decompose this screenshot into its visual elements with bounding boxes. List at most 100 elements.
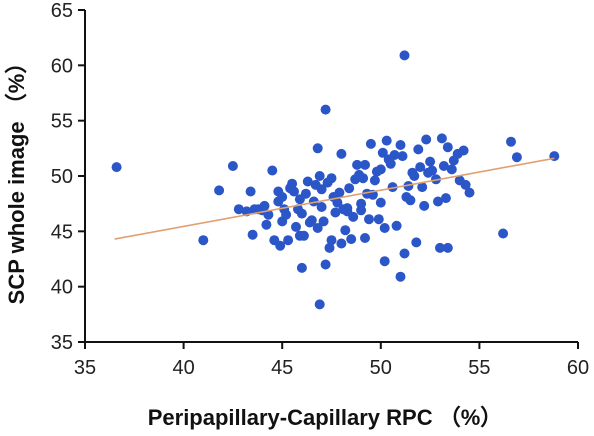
data-point	[446, 164, 457, 175]
y-tick-label: 40	[51, 277, 73, 299]
data-point	[314, 171, 325, 181]
data-point	[373, 214, 384, 225]
data-point	[358, 173, 369, 184]
data-point	[413, 144, 424, 155]
data-point	[436, 133, 447, 144]
data-point	[336, 148, 347, 159]
data-point	[369, 175, 380, 186]
y-tick-label: 50	[51, 166, 73, 188]
y-tick-label: 45	[51, 221, 73, 243]
data-point	[423, 167, 434, 178]
data-point	[379, 256, 390, 267]
data-point	[227, 161, 238, 171]
data-point	[411, 237, 422, 248]
data-point	[395, 271, 406, 282]
data-point	[460, 179, 471, 190]
data-point	[421, 134, 432, 145]
regression-line	[114, 157, 555, 240]
data-point	[381, 135, 392, 146]
data-point	[308, 196, 319, 207]
data-point	[214, 185, 225, 196]
data-point	[419, 200, 430, 211]
data-point	[346, 234, 357, 245]
data-point	[364, 214, 374, 225]
data-point	[389, 150, 400, 160]
data-point	[283, 235, 294, 246]
data-point	[399, 248, 410, 259]
data-point	[340, 225, 351, 236]
data-point	[233, 204, 244, 215]
data-point	[304, 217, 315, 228]
data-point	[275, 240, 286, 251]
data-point	[442, 142, 453, 153]
data-point	[440, 193, 451, 204]
data-point	[391, 220, 402, 231]
data-point	[377, 147, 388, 158]
data-point	[247, 229, 258, 240]
data-point	[296, 262, 307, 273]
data-point	[375, 164, 386, 175]
data-point	[320, 259, 331, 270]
data-point	[464, 187, 475, 198]
data-point	[336, 238, 347, 249]
data-point	[442, 242, 453, 253]
data-point	[435, 242, 445, 253]
data-point	[425, 156, 436, 167]
data-point	[360, 233, 370, 243]
data-point	[261, 219, 272, 230]
data-point	[409, 171, 420, 181]
data-point	[285, 183, 296, 194]
x-tick-label: 45	[271, 357, 293, 379]
data-point	[399, 50, 410, 61]
data-point	[294, 194, 305, 205]
data-point	[334, 187, 345, 198]
data-point	[263, 209, 274, 220]
y-axis-ticks: 35 40 45 50 55 60 65	[51, 0, 85, 354]
data-point	[360, 159, 370, 170]
data-point	[356, 205, 367, 216]
data-point	[314, 299, 325, 310]
data-point	[312, 223, 323, 233]
x-tick-label: 50	[370, 357, 392, 379]
y-axis-title: SCP whole image （%）	[4, 52, 29, 305]
data-point	[498, 228, 509, 239]
data-point	[291, 221, 301, 232]
data-point	[506, 136, 516, 147]
data-point	[433, 196, 443, 207]
data-point	[316, 202, 327, 212]
data-point	[267, 165, 278, 176]
data-point	[322, 177, 333, 188]
data-point	[415, 162, 426, 173]
data-point	[403, 181, 414, 191]
x-tick-label: 40	[172, 357, 194, 379]
data-point	[385, 158, 396, 169]
data-point	[365, 138, 376, 149]
data-point	[344, 183, 355, 194]
data-point	[324, 242, 335, 253]
data-point	[342, 203, 353, 214]
plot-area: 35 40 45 50 55 60 35 40 45 50 55 60 65	[51, 0, 589, 379]
x-axis-title: Peripapillary-Capillary RPC （%）	[148, 405, 503, 430]
data-point	[111, 162, 122, 173]
data-point	[397, 151, 408, 162]
data-point	[352, 159, 363, 170]
data-point	[302, 176, 313, 187]
data-point	[330, 207, 341, 218]
x-tick-label: 55	[468, 357, 490, 379]
y-tick-label: 35	[51, 332, 73, 354]
data-point	[387, 182, 398, 193]
data-point	[511, 152, 522, 163]
data-point	[395, 140, 406, 150]
y-tick-label: 55	[51, 111, 73, 133]
data-point	[320, 104, 331, 115]
data-point	[294, 230, 305, 241]
data-point	[296, 208, 307, 219]
x-tick-label: 35	[74, 357, 96, 379]
data-point	[438, 161, 449, 171]
data-point	[273, 186, 284, 197]
data-point	[245, 186, 256, 197]
data-point	[326, 235, 337, 246]
data-point	[417, 182, 428, 193]
data-point	[316, 184, 327, 195]
data-point	[401, 192, 412, 202]
